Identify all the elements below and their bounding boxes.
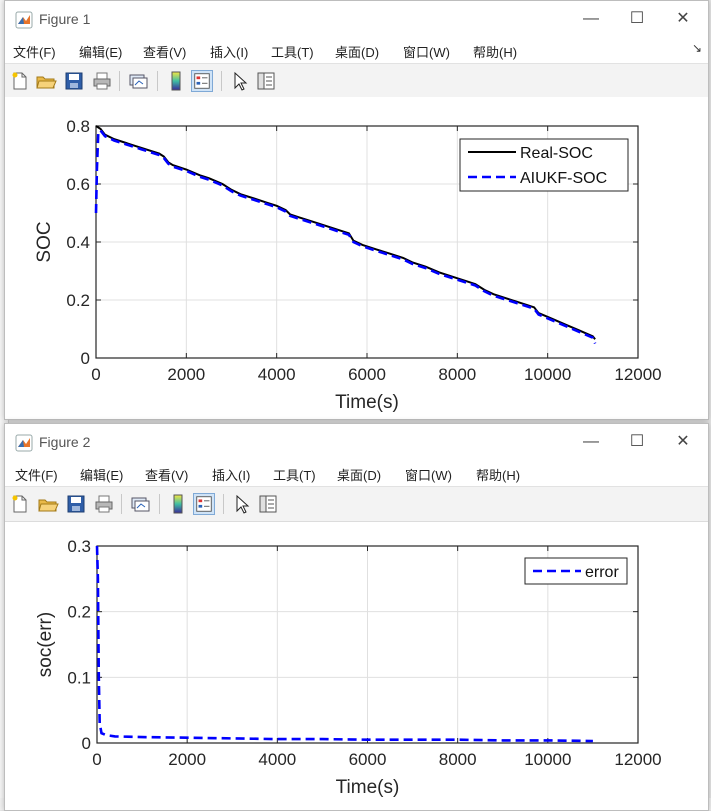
x-tick-label: 4000 [258, 365, 296, 384]
menu-desktop[interactable]: 桌面(D) [337, 468, 382, 483]
menu-window[interactable]: 窗口(W) [405, 468, 452, 483]
menu-file[interactable]: 文件(F) [15, 468, 58, 483]
figure-toolbar [5, 486, 708, 522]
minimize-icon[interactable]: — [583, 433, 599, 450]
y-tick-label: 0.6 [66, 175, 90, 194]
open-file-icon[interactable] [37, 493, 59, 515]
figure-2-window: Figure 2 — ☐ ✕ 文件(F) 编辑(E) 查看(V) 插入(I) 工… [4, 423, 709, 811]
y-tick-label: 0 [81, 349, 90, 368]
menu-help[interactable]: 帮助(H) [473, 45, 518, 60]
error-chart[interactable]: 0 2000 4000 6000 8000 10000 12000 0 0.1 0.2 0.3 Tim… [5, 522, 708, 810]
open-file-icon[interactable] [35, 70, 57, 92]
link-plot-icon[interactable] [127, 70, 149, 92]
menu-view[interactable]: 查看(V) [143, 45, 187, 60]
property-inspector-icon[interactable] [257, 493, 279, 515]
x-axis-label: Time(s) [335, 392, 399, 413]
x-tick-label: 8000 [439, 750, 477, 769]
x-tick-label: 2000 [168, 750, 206, 769]
x-tick-label: 12000 [614, 365, 661, 384]
matlab-logo-icon [15, 434, 33, 452]
maximize-icon[interactable]: ☐ [629, 10, 645, 27]
menu-bar: 文件(F) 编辑(E) 查看(V) 插入(I) 工具(T) 桌面(D) 窗口(W… [5, 37, 708, 63]
menu-tools[interactable]: 工具(T) [273, 468, 316, 483]
new-figure-icon[interactable] [9, 493, 31, 515]
minimize-icon[interactable]: — [583, 10, 599, 27]
y-axis-label: soc(err) [35, 612, 56, 677]
x-tick-label: 10000 [524, 750, 571, 769]
pointer-icon[interactable] [229, 70, 251, 92]
link-plot-icon[interactable] [129, 493, 151, 515]
legend-label: Real-SOC [520, 145, 593, 162]
menu-overflow-arrow-icon[interactable]: ↘ [691, 41, 702, 55]
x-tick-label: 4000 [258, 750, 296, 769]
legend-icon[interactable] [191, 70, 213, 92]
x-axis-label: Time(s) [336, 777, 400, 798]
menu-help[interactable]: 帮助(H) [476, 468, 521, 483]
x-tick-label: 8000 [438, 365, 476, 384]
print-icon[interactable] [91, 70, 113, 92]
x-tick-label: 0 [91, 365, 100, 384]
y-tick-label: 0.3 [67, 537, 91, 556]
x-tick-label: 10000 [524, 365, 571, 384]
menu-window[interactable]: 窗口(W) [403, 45, 450, 60]
colorbar-icon[interactable] [165, 70, 187, 92]
save-icon[interactable] [63, 70, 85, 92]
title-bar: Figure 1 — ☐ ✕ [5, 1, 708, 37]
toolbar-separator [159, 494, 160, 514]
menu-insert[interactable]: 插入(I) [212, 468, 251, 483]
y-tick-label: 0.2 [67, 603, 91, 622]
title-bar: Figure 2 — ☐ ✕ [5, 424, 708, 460]
x-tick-label: 6000 [349, 750, 387, 769]
series-line-aiukf-soc [94, 128, 597, 344]
legend-label: AIUKF-SOC [520, 170, 607, 187]
legend-box [459, 138, 629, 192]
figure-1-window: Figure 1 — ☐ ✕ 文件(F) 编辑(E) 查看(V) 插入(I) 工… [4, 0, 709, 420]
x-tick-label: 6000 [348, 365, 386, 384]
toolbar-separator [221, 71, 222, 91]
pointer-icon[interactable] [231, 493, 253, 515]
y-tick-label: 0.8 [66, 117, 90, 136]
colorbar-icon[interactable] [167, 493, 189, 515]
matlab-logo-icon [15, 11, 33, 29]
window-title: Figure 1 [39, 11, 91, 27]
close-icon[interactable]: ✕ [676, 10, 690, 27]
legend-icon[interactable] [193, 493, 215, 515]
y-tick-label: 0.4 [66, 233, 90, 252]
y-axis-label: SOC [34, 221, 55, 262]
menu-edit[interactable]: 编辑(E) [79, 45, 123, 60]
save-icon[interactable] [65, 493, 87, 515]
figure-canvas: 0 2000 4000 6000 8000 10000 12000 0 0.1 0.2 0.3 Tim… [5, 522, 708, 810]
menu-insert[interactable]: 插入(I) [210, 45, 249, 60]
property-inspector-icon[interactable] [255, 70, 277, 92]
y-tick-label: 0 [82, 734, 91, 753]
window-title: Figure 2 [39, 434, 91, 450]
figure-toolbar [5, 63, 708, 99]
figure-canvas: 0 2000 4000 6000 8000 10000 12000 0 0.2 0.4 0.6 0.8… [5, 97, 708, 419]
x-tick-label: 12000 [614, 750, 661, 769]
legend-label: error [585, 564, 619, 581]
toolbar-separator [223, 494, 224, 514]
x-tick-label: 0 [92, 750, 101, 769]
menu-file[interactable]: 文件(F) [13, 45, 56, 60]
menu-view[interactable]: 查看(V) [145, 468, 189, 483]
close-icon[interactable]: ✕ [676, 433, 690, 450]
x-tick-label: 2000 [167, 365, 205, 384]
print-icon[interactable] [93, 493, 115, 515]
maximize-icon[interactable]: ☐ [629, 433, 645, 450]
menu-tools[interactable]: 工具(T) [271, 45, 314, 60]
y-tick-label: 0.1 [67, 668, 91, 687]
menu-bar: 文件(F) 编辑(E) 查看(V) 插入(I) 工具(T) 桌面(D) 窗口(W… [5, 460, 708, 486]
series-line-error [95, 545, 593, 743]
menu-edit[interactable]: 编辑(E) [80, 468, 124, 483]
soc-chart[interactable]: 0 2000 4000 6000 8000 10000 12000 0 0.2 0.4 0.6 0.8… [5, 97, 708, 419]
toolbar-separator [121, 494, 122, 514]
toolbar-separator [119, 71, 120, 91]
menu-desktop[interactable]: 桌面(D) [335, 45, 380, 60]
toolbar-separator [157, 71, 158, 91]
new-figure-icon[interactable] [9, 70, 31, 92]
y-tick-label: 0.2 [66, 291, 90, 310]
